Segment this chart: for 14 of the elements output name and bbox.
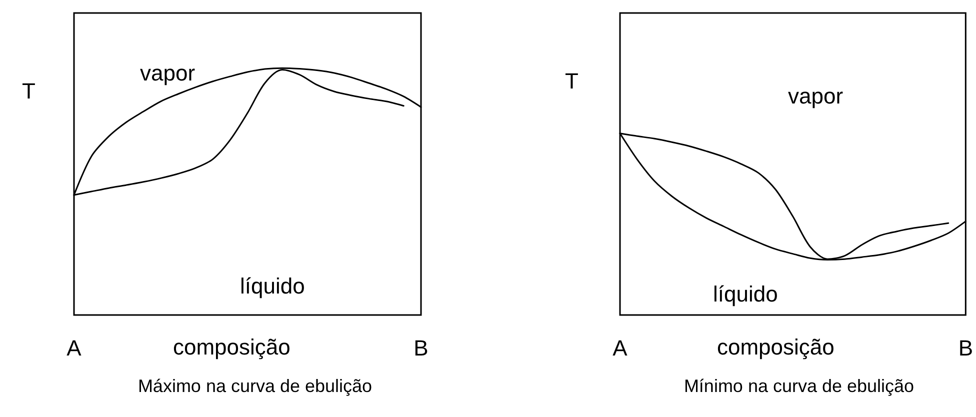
y-axis-title: T (565, 68, 578, 94)
x-axis-title: composição (717, 334, 834, 360)
annotation: líquido (713, 282, 778, 306)
y-axis-title: T (22, 78, 36, 104)
x-tick-label: B (958, 336, 974, 360)
annotation: vapor (140, 60, 196, 86)
x-tick-label: A (66, 336, 82, 360)
text: Mínimo na curva de ebulição (684, 376, 914, 396)
text: Máximo na curva de ebulição (138, 376, 372, 396)
x-axis-title: composição (173, 334, 290, 360)
annotation: líquido (240, 274, 305, 298)
x-tick-label: A (612, 336, 628, 360)
x-tick-label: B (414, 336, 428, 360)
text: vapor (788, 84, 844, 108)
